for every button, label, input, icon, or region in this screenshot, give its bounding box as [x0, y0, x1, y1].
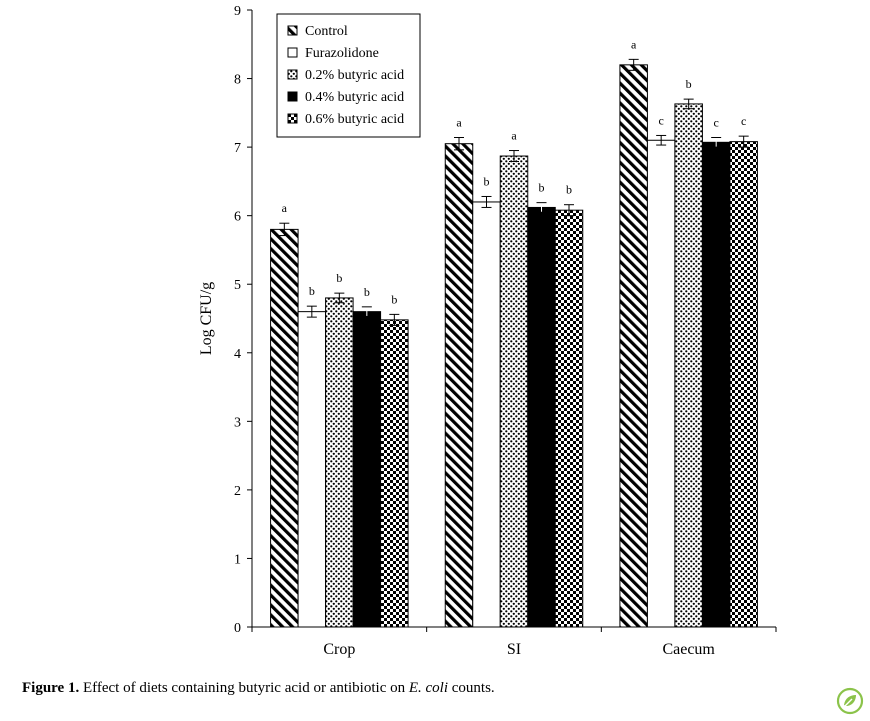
y-tick-label: 5: [234, 278, 241, 293]
significance-label: a: [511, 129, 517, 143]
y-axis-label: Log CFU/g: [198, 282, 215, 355]
bar: [554, 209, 584, 628]
bar: [646, 139, 676, 628]
significance-label: b: [539, 181, 545, 195]
y-tick-label: 2: [234, 484, 241, 499]
legend-swatch: [287, 47, 298, 58]
figure-caption: Figure 1. Effect of diets containing but…: [22, 680, 495, 697]
legend-swatch: [287, 91, 298, 102]
caption-text-end: counts.: [448, 680, 495, 696]
bar: [297, 311, 327, 628]
y-tick-label: 9: [234, 4, 241, 19]
x-tick-label: Caecum: [662, 641, 715, 658]
y-tick-label: 7: [234, 141, 241, 156]
bar: [619, 64, 648, 628]
legend-box: [276, 13, 421, 138]
x-tick-label: SI: [507, 641, 521, 658]
significance-label: b: [686, 77, 692, 91]
bar: [444, 143, 474, 628]
bar: [674, 103, 703, 628]
y-tick-label: 4: [234, 347, 241, 362]
bar: [729, 141, 758, 628]
significance-label: b: [364, 285, 370, 299]
significance-label: a: [631, 37, 637, 51]
leaf-logo-icon: [836, 687, 864, 715]
caption-italic: E. coli: [408, 680, 449, 696]
y-tick-label: 0: [234, 621, 241, 636]
bar: [472, 201, 501, 628]
significance-label: b: [391, 292, 397, 306]
significance-label: c: [714, 116, 719, 130]
legend-label: Control: [305, 24, 348, 39]
significance-label: c: [659, 113, 664, 127]
bar: [527, 206, 556, 628]
legend-swatch: [287, 113, 298, 124]
bar: [352, 311, 382, 628]
y-tick-label: 3: [234, 415, 241, 430]
legend-label: 0.2% butyric acid: [305, 68, 404, 83]
significance-label: b: [566, 183, 572, 197]
y-tick-label: 6: [234, 210, 241, 225]
significance-label: b: [336, 271, 342, 285]
significance-label: c: [741, 114, 746, 128]
legend-label: 0.4% butyric acid: [305, 90, 404, 105]
bar: [380, 319, 409, 628]
caption-label: Figure 1.: [22, 680, 80, 696]
legend-swatch: [287, 69, 298, 80]
y-tick-label: 8: [234, 73, 241, 88]
bar: [270, 228, 299, 628]
legend-label: 0.6% butyric acid: [305, 112, 404, 127]
x-tick-label: Crop: [323, 641, 355, 658]
legend-label: Furazolidone: [305, 46, 379, 61]
caption-text: Effect of diets containing butyric acid …: [79, 680, 409, 696]
significance-label: a: [282, 201, 288, 215]
significance-label: a: [456, 116, 462, 130]
significance-label: b: [484, 174, 490, 188]
plot-area: 0 1 2 3 4 5 6 7 8 9 Log CFU/g Crop SI Caecum a a a b b c b a b…: [198, 4, 777, 658]
bar: [701, 141, 731, 628]
significance-label: b: [309, 284, 315, 298]
y-tick-label: 1: [234, 552, 241, 567]
legend-swatch: [287, 25, 298, 36]
bar: [499, 155, 529, 628]
bar: [325, 297, 354, 628]
